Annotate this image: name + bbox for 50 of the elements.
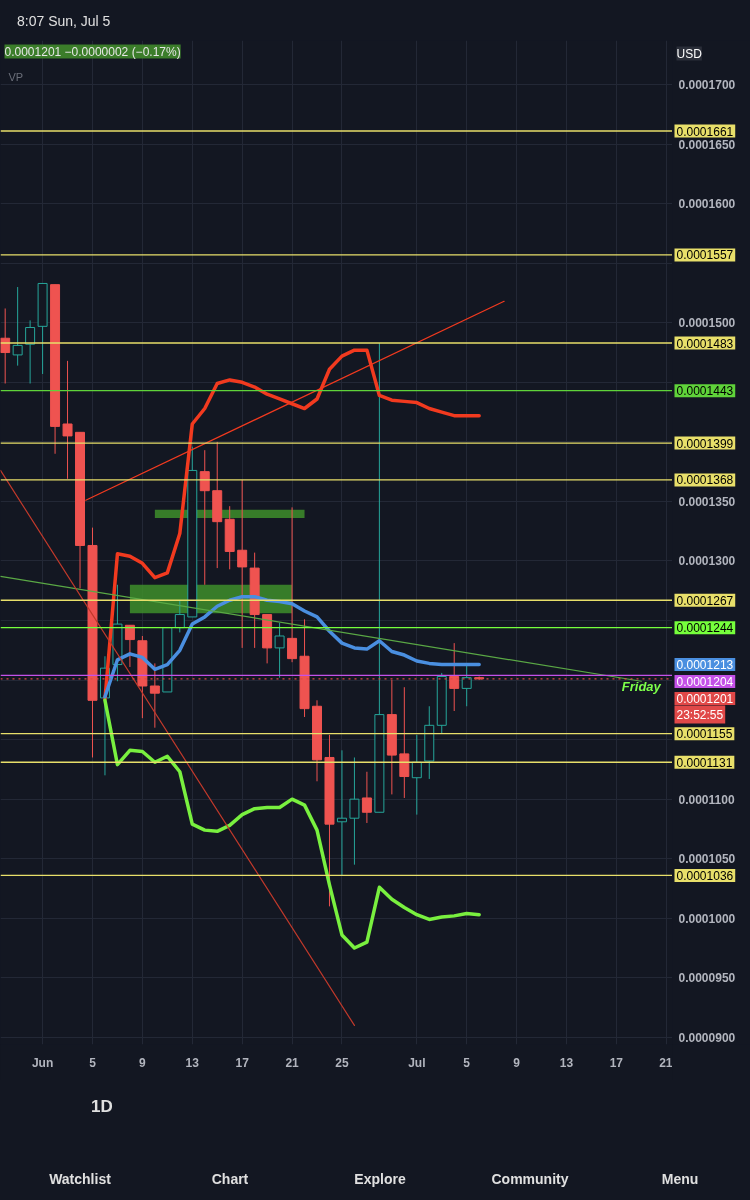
ref-line-label: 0.0001557	[676, 248, 734, 263]
y-tick-label: 0.0001050	[678, 852, 736, 867]
y-tick-label: 0.0001000	[678, 911, 736, 926]
ref-line-label: 0.0001036	[676, 868, 734, 883]
chart-title: 0.0001201 −0.0000002 (−0.17%)	[4, 44, 181, 59]
y-tick-label: 0.0001500	[678, 316, 736, 331]
x-tick-label: 9	[139, 1055, 147, 1070]
text: Chart	[210, 1170, 250, 1189]
ref-line-label: 0.0001399	[676, 436, 734, 451]
text: 8:07 Sun, Jul 5	[16, 12, 112, 31]
ref-line-label: 0.0001368	[676, 473, 734, 488]
x-tick-label: 13	[185, 1055, 200, 1070]
annotation: Friday	[621, 678, 662, 694]
annotation: VP	[8, 70, 24, 83]
text: Menu	[660, 1170, 700, 1189]
ref-line-label: 0.0001204	[676, 675, 734, 690]
ref-line-label: 0.0001155	[676, 727, 733, 742]
text: 0.0001213	[676, 658, 734, 673]
ref-line-label: 0.0001131	[676, 755, 733, 770]
text: Explore	[353, 1170, 407, 1189]
x-tick-label: 13	[559, 1055, 574, 1070]
x-tick-label: 9	[513, 1055, 521, 1070]
text: 1D	[91, 1097, 113, 1116]
y-tick-label: 0.0001700	[678, 78, 736, 93]
y-tick-label: 0.0001650	[678, 137, 736, 152]
ref-line-label: 0.0001201	[676, 692, 734, 707]
x-tick-label: 5	[89, 1055, 97, 1070]
y-tick-label: 0.0000900	[678, 1030, 736, 1045]
x-tick-label: 5	[463, 1055, 471, 1070]
x-tick-label: 25	[335, 1055, 349, 1070]
ref-line-label: 0.0001244	[676, 621, 734, 636]
x-tick-label: 21	[659, 1055, 673, 1070]
x-tick-label: 17	[235, 1055, 250, 1070]
ref-line-label: 0.0001661	[676, 124, 734, 139]
y-tick-label: 0.0001300	[678, 554, 736, 569]
y-tick-label: 0.0001100	[678, 792, 735, 807]
x-tick-label: 21	[285, 1055, 300, 1070]
ref-line-label: 0.0001443	[676, 384, 734, 399]
x-tick-label: Jul	[408, 1055, 426, 1070]
text: USD	[676, 46, 703, 61]
ref-line-label: 0.0001483	[676, 336, 734, 351]
y-tick-label: 0.0001350	[678, 494, 736, 509]
x-tick-label: Jun	[31, 1055, 54, 1070]
x-tick-label: 17	[609, 1055, 624, 1070]
text: Community	[490, 1170, 570, 1189]
y-tick-label: 0.0000950	[678, 971, 736, 986]
y-tick-label: 0.0001600	[678, 197, 736, 212]
text: Watchlist	[48, 1170, 112, 1189]
text: 23:52:55	[676, 707, 724, 722]
ref-line-label: 0.0001267	[676, 593, 734, 608]
